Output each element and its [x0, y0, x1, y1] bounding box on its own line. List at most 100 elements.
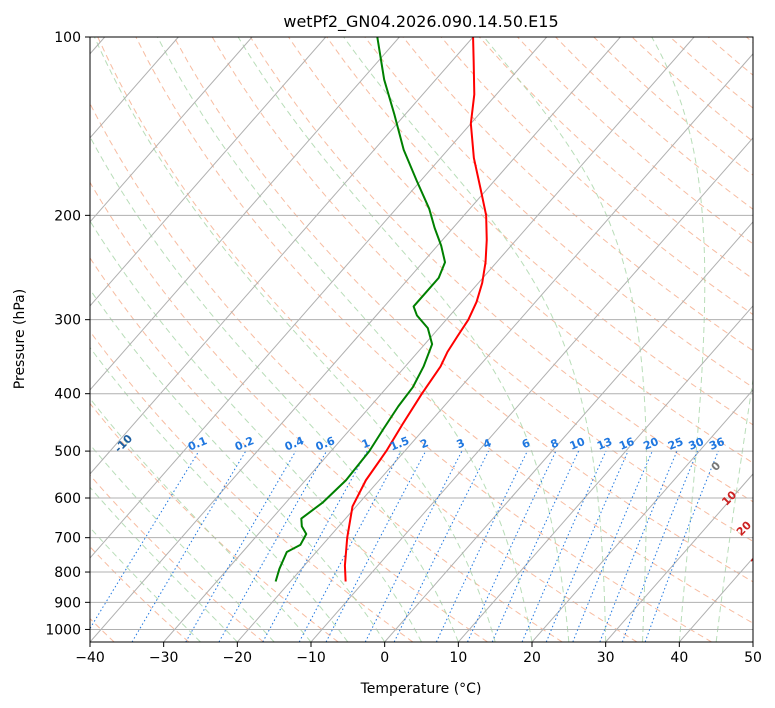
moist-adiabat: [90, 346, 349, 642]
dry-adiabat: [90, 402, 339, 642]
dry-adiabat: [364, 37, 753, 388]
dry-adiabat: [90, 545, 190, 642]
mixing-ratio-label: 8: [549, 436, 561, 451]
mixing-ratio-label: 0.4: [283, 434, 306, 453]
x-tick-label: 40: [670, 650, 688, 666]
isotherm-line: [531, 389, 753, 642]
moist-adiabat: [90, 135, 459, 642]
y-tick-label: 300: [54, 313, 81, 329]
moist-adiabat: [90, 288, 386, 642]
mixing-ratio-label: 30: [687, 435, 706, 453]
mixing-ratio-line: [644, 450, 719, 642]
x-tick-label: 10: [449, 650, 467, 666]
isotherm-line: [90, 37, 474, 475]
moist-adiabat: [93, 37, 496, 642]
moist-adiabat-label: 40: [762, 581, 775, 601]
isotherm-line: [90, 37, 621, 642]
isotherm-line: [90, 37, 400, 391]
isotherm-line: [236, 53, 753, 642]
moist-adiabat-label: 20: [734, 518, 754, 538]
mixing-ratio-lines: [90, 450, 719, 642]
y-tick-label: 200: [54, 208, 81, 224]
mixing-ratio-line: [599, 450, 678, 642]
dry-adiabat-label: -10: [112, 432, 135, 455]
x-tick-label: −30: [149, 650, 179, 666]
moist-adiabat: [90, 397, 312, 642]
x-tick-label: −40: [75, 650, 105, 666]
dry-adiabat-label: -20: [28, 401, 51, 424]
dry-adiabat: [593, 37, 753, 176]
moist-adiabat: [715, 376, 753, 642]
mixing-ratio-line: [262, 450, 368, 642]
mixing-ratio-line: [185, 450, 297, 642]
mixing-ratio-label: 2: [418, 436, 430, 451]
dry-adiabat: [90, 330, 414, 642]
isotherm-line: [384, 221, 753, 642]
dry-adiabat: [440, 37, 753, 316]
x-tick-label: 50: [744, 650, 762, 666]
dry-adiabat: [249, 37, 753, 503]
mixing-ratio-line: [572, 450, 653, 642]
axes: −40 −30 −20 −10 0 10 20 30 40 5010020030040050060…: [45, 30, 762, 666]
y-tick-label: 900: [54, 595, 81, 611]
dry-adiabat: [173, 37, 753, 583]
dewpoint-line: [274, 37, 447, 582]
mixing-ratio-line: [621, 450, 698, 642]
mixing-ratio-line: [298, 450, 402, 642]
moist-adiabat-label: 30: [748, 549, 768, 569]
moist-adiabat: [90, 526, 201, 642]
mixing-ratio-label: 4: [481, 436, 493, 451]
temperature-line: [343, 37, 488, 582]
mixing-ratio-label: 25: [666, 435, 685, 453]
moist-adiabat: [651, 37, 706, 642]
moist-adiabat: [90, 443, 275, 642]
dry-adiabat: [746, 37, 753, 44]
moist-adiabat: [483, 37, 648, 642]
mixing-ratio-line: [218, 450, 327, 642]
y-tick-label: 1000: [45, 622, 81, 638]
x-tick-label: −20: [223, 650, 253, 666]
isotherm-line: [163, 37, 695, 642]
dry-adiabat: [90, 181, 563, 642]
moist-adiabat: [157, 37, 533, 642]
dry-adiabat: [97, 37, 712, 642]
y-tick-label: 100: [54, 30, 81, 46]
x-tick-label: −10: [296, 650, 326, 666]
y-tick-label: 600: [54, 491, 81, 507]
mixing-ratio-label: 6: [520, 436, 532, 451]
isotherm-line: [457, 305, 753, 642]
mixing-ratio-line: [491, 450, 580, 642]
y-tick-label: 700: [54, 531, 81, 547]
isobar-grid: [90, 37, 753, 630]
moist-adiabat: [90, 486, 238, 642]
dry-adiabat: [707, 37, 753, 76]
moist-adiabat-label: 0: [709, 459, 724, 474]
profile-lines: [274, 37, 488, 582]
isotherm-line: [752, 641, 753, 642]
plot-area: 0.10.20.40.611.52346810131620253036-100-…: [28, 37, 775, 642]
x-tick-label: 0: [380, 650, 389, 666]
isotherm-line: [90, 37, 548, 559]
dry-adiabats: [90, 37, 753, 642]
plot-frame: [89, 36, 754, 643]
dry-adiabat: [90, 102, 638, 642]
moist-adiabat: [90, 220, 422, 642]
x-axis-label: Temperature (°C): [360, 681, 482, 697]
dry-adiabat: [555, 37, 753, 210]
mixing-ratio-label: 13: [595, 435, 614, 453]
moist-adiabat: [237, 37, 570, 642]
moist-adiabat: [343, 37, 607, 642]
x-tick-label: 30: [597, 650, 615, 666]
mixing-ratio-label: 16: [617, 435, 636, 453]
isotherm-line: [605, 473, 753, 642]
mixing-ratio-line: [545, 450, 629, 642]
mixing-ratio-label: 10: [568, 435, 587, 453]
isotherm-line: [310, 137, 753, 642]
mixing-ratio-label: 36: [707, 435, 726, 453]
mixing-ratio-label: 1: [360, 436, 372, 451]
dry-adiabat: [135, 37, 753, 624]
mixing-ratio-line: [325, 450, 427, 642]
dry-adiabat: [288, 37, 753, 464]
dry-adiabat: [90, 257, 488, 642]
mixing-ratio-line: [393, 450, 489, 642]
